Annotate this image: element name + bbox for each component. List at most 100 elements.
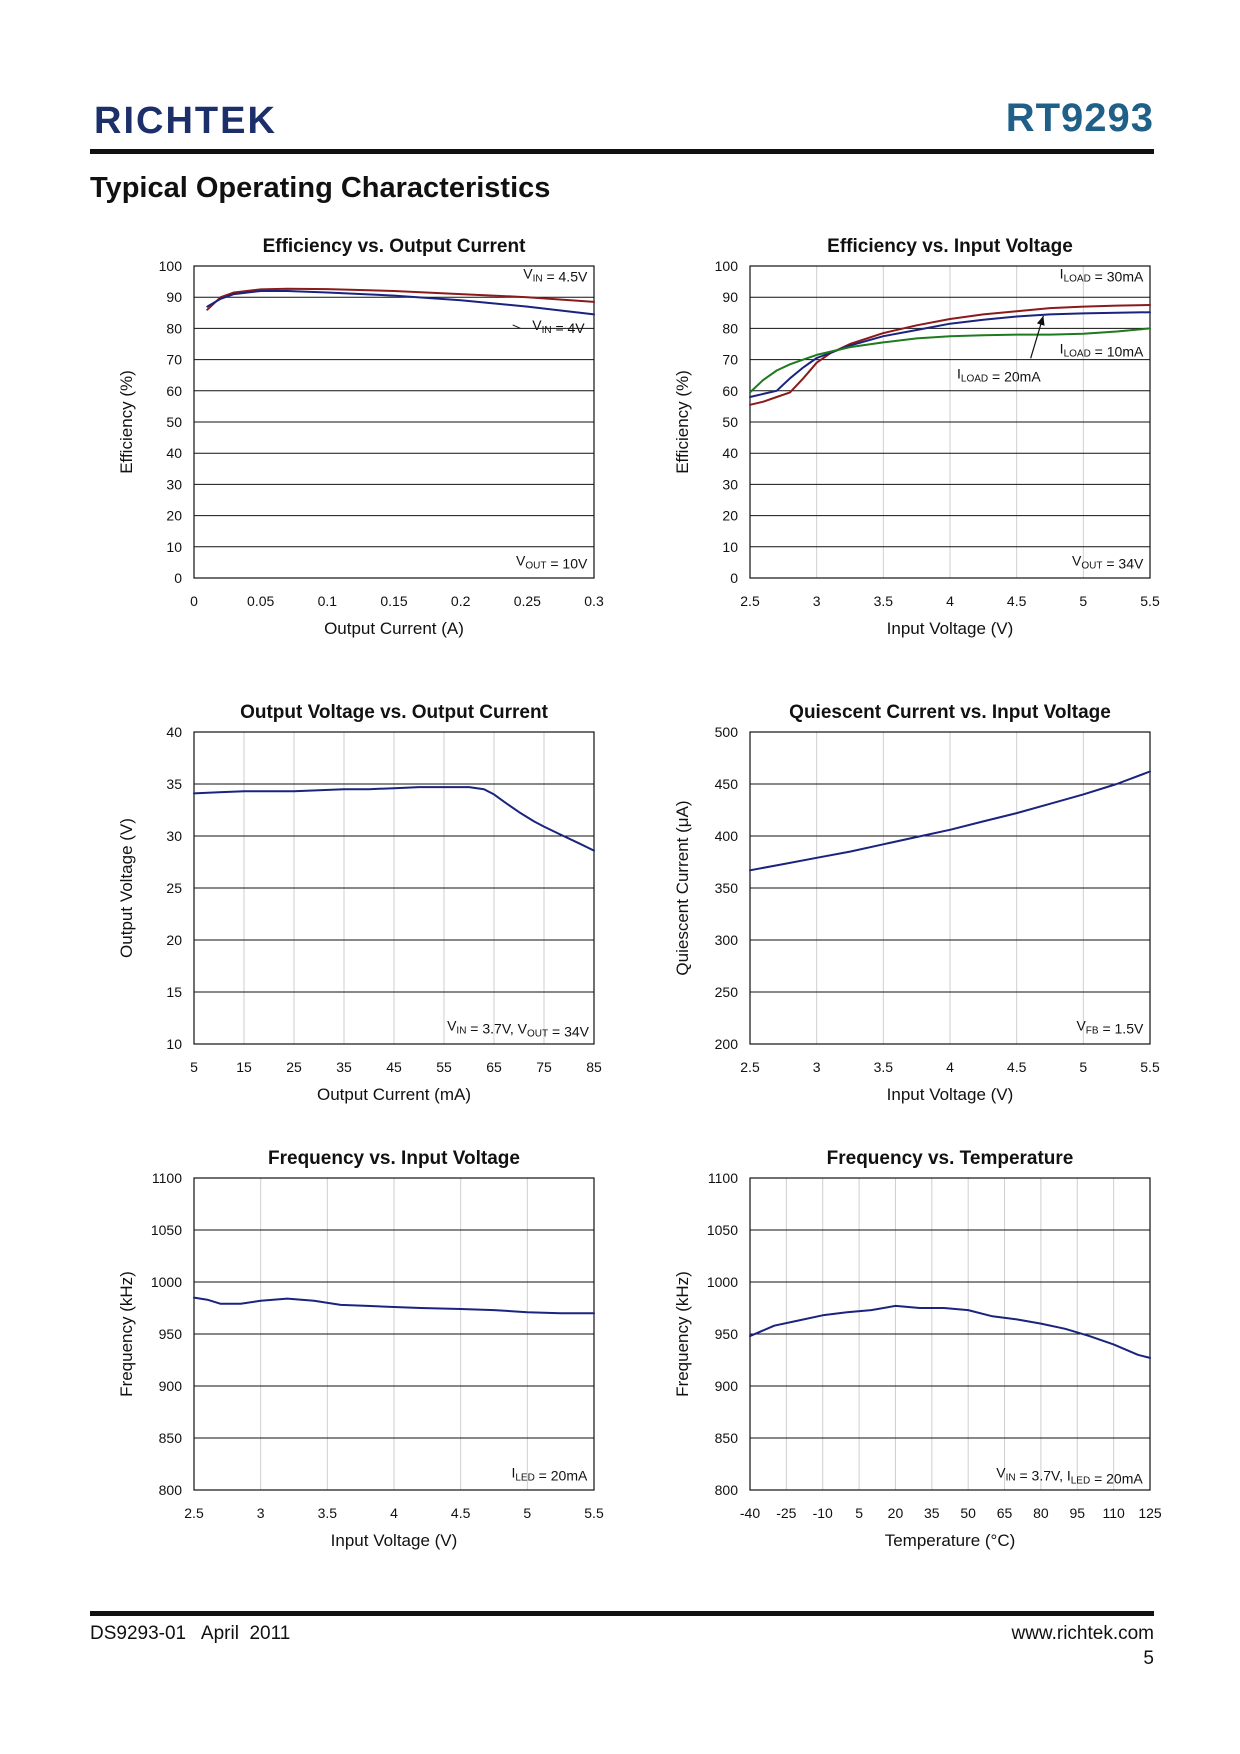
x-axis-label: Input Voltage (V): [887, 619, 1014, 638]
part-number: RT9293: [1005, 96, 1154, 140]
plot-frame: [749, 731, 1151, 1045]
x-axis-label: Output Current (A): [324, 619, 464, 638]
y-tick-label: 80: [166, 320, 182, 336]
y-tick-label: 350: [715, 880, 739, 896]
x-tick-label: 3.5: [318, 1505, 338, 1521]
annotation-label: ILOAD = 10mA: [1060, 340, 1144, 359]
y-tick-label: 450: [715, 776, 739, 792]
chart-svg: Quiescent Current vs. Input Voltage 200 25…: [673, 702, 1160, 1104]
y-axis-label: Efficiency (%): [117, 370, 136, 474]
chart-quiescent-current-vs-input-voltage: Quiescent Current vs. Input Voltage 200 25…: [666, 688, 1226, 1128]
y-tick-label: 20: [166, 508, 182, 524]
y-tick-label: 50: [166, 414, 182, 430]
x-tick-label: 4.5: [451, 1505, 471, 1521]
x-tick-label: 0.25: [514, 593, 541, 609]
y-tick-label: 30: [166, 476, 182, 492]
series-line-vin-4v: [206, 290, 595, 316]
x-tick-label: 4: [390, 1505, 398, 1521]
series-line-iload-10ma: [749, 327, 1151, 394]
y-tick-label: 250: [715, 984, 739, 1000]
x-tick-label: 25: [286, 1059, 302, 1075]
chart-output-voltage-vs-output-current: Output Voltage vs. Output Current 10 15 20 2…: [110, 688, 670, 1128]
chart-svg: Frequency vs. Input Voltage 800 850 900 950 1…: [117, 1148, 604, 1550]
y-axis-label: Efficiency (%): [673, 370, 692, 474]
x-tick-label: 35: [336, 1059, 352, 1075]
x-axis-label: Input Voltage (V): [887, 1085, 1014, 1104]
x-tick-label: 65: [486, 1059, 502, 1075]
annotation-label: VIN = 4V: [532, 317, 585, 336]
y-tick-label: 900: [715, 1378, 739, 1394]
x-tick-label: 55: [436, 1059, 452, 1075]
footer-doc-info: DS9293-01 April 2011: [90, 1623, 291, 1644]
y-tick-label: 1000: [707, 1274, 738, 1290]
annotation-label: VIN = 3.7V, ILED = 20mA: [996, 1465, 1143, 1487]
x-tick-label: -25: [776, 1505, 796, 1521]
x-tick-label: 125: [1138, 1505, 1162, 1521]
brand-logo: RICHTEK: [94, 100, 277, 142]
annotation-label: VFB = 1.5V: [1076, 1017, 1144, 1036]
y-tick-label: 850: [159, 1430, 183, 1446]
y-axis-label: Frequency (kHz): [117, 1271, 136, 1397]
chart-frequency-vs-input-voltage: Frequency vs. Input Voltage 800 850 900 950 1…: [110, 1134, 670, 1574]
x-tick-label: 95: [1069, 1505, 1085, 1521]
series-line-vin-4-5v: [206, 287, 595, 311]
x-tick-label: 3: [813, 1059, 821, 1075]
chart-svg: Frequency vs. Temperature 800 850 900 950 100…: [673, 1148, 1162, 1550]
x-tick-label: 0.2: [451, 593, 471, 609]
x-tick-label: 5: [523, 1505, 531, 1521]
y-tick-label: 10: [166, 1036, 182, 1052]
y-tick-label: 800: [715, 1482, 739, 1498]
chart-title: Frequency vs. Input Voltage: [268, 1148, 520, 1169]
y-tick-label: 0: [174, 570, 182, 586]
chart-svg: Efficiency vs. Output Current 0 10 20 30 40 50…: [117, 236, 604, 638]
y-tick-label: 90: [722, 289, 738, 305]
x-tick-label: 5.5: [1140, 593, 1160, 609]
plot-frame: [193, 265, 595, 579]
x-tick-label: 4.5: [1007, 1059, 1027, 1075]
y-tick-label: 70: [166, 352, 182, 368]
y-tick-label: 1050: [151, 1222, 182, 1238]
x-tick-label: 5: [1079, 593, 1087, 609]
y-tick-label: 20: [722, 508, 738, 524]
x-axis-label: Temperature (°C): [885, 1531, 1016, 1550]
y-tick-label: 1000: [151, 1274, 182, 1290]
x-tick-label: 5: [190, 1059, 198, 1075]
x-tick-label: 80: [1033, 1505, 1049, 1521]
annotation-leader-line: [512, 324, 521, 329]
chart-efficiency-vs-output-current: Efficiency vs. Output Current 0 10 20 30 40 50…: [110, 222, 670, 662]
series-line-iload-30ma: [749, 304, 1151, 406]
y-tick-label: 40: [166, 445, 182, 461]
y-tick-label: 40: [722, 445, 738, 461]
plot-frame: [193, 731, 595, 1045]
y-tick-label: 300: [715, 932, 739, 948]
series-line-iload-20ma: [749, 311, 1151, 398]
y-tick-label: 0: [730, 570, 738, 586]
x-tick-label: 15: [236, 1059, 252, 1075]
y-tick-label: 900: [159, 1378, 183, 1394]
x-tick-label: 5.5: [584, 1505, 604, 1521]
plot-frame: [749, 1177, 1151, 1491]
footer-url: www.richtek.com: [1011, 1623, 1154, 1644]
annotation-label: ILOAD = 20mA: [957, 365, 1041, 384]
x-tick-label: 0: [190, 593, 198, 609]
y-tick-label: 500: [715, 724, 739, 740]
y-tick-label: 850: [715, 1430, 739, 1446]
x-axis-label: Input Voltage (V): [331, 1531, 458, 1550]
footer-divider: [90, 1611, 1154, 1616]
annotation-label: ILOAD = 30mA: [1060, 265, 1144, 284]
y-tick-label: 50: [722, 414, 738, 430]
chart-svg: Output Voltage vs. Output Current 10 15 20 2…: [117, 702, 602, 1104]
x-tick-label: 75: [536, 1059, 552, 1075]
annotation-label: VOUT = 10V: [516, 553, 588, 572]
x-tick-label: 0.05: [247, 593, 274, 609]
y-tick-label: 60: [166, 383, 182, 399]
x-tick-label: 3.5: [874, 1059, 894, 1075]
y-tick-label: 1100: [708, 1170, 738, 1186]
y-axis-label: Quiescent Current (μA): [673, 800, 692, 975]
x-tick-label: 2.5: [740, 593, 760, 609]
chart-efficiency-vs-input-voltage: Efficiency vs. Input Voltage 0 10 20 30 40 50 6…: [666, 222, 1226, 662]
y-tick-label: 60: [722, 383, 738, 399]
x-tick-label: 5.5: [1140, 1059, 1160, 1075]
y-axis-label: Frequency (kHz): [673, 1271, 692, 1397]
y-tick-label: 1050: [707, 1222, 738, 1238]
